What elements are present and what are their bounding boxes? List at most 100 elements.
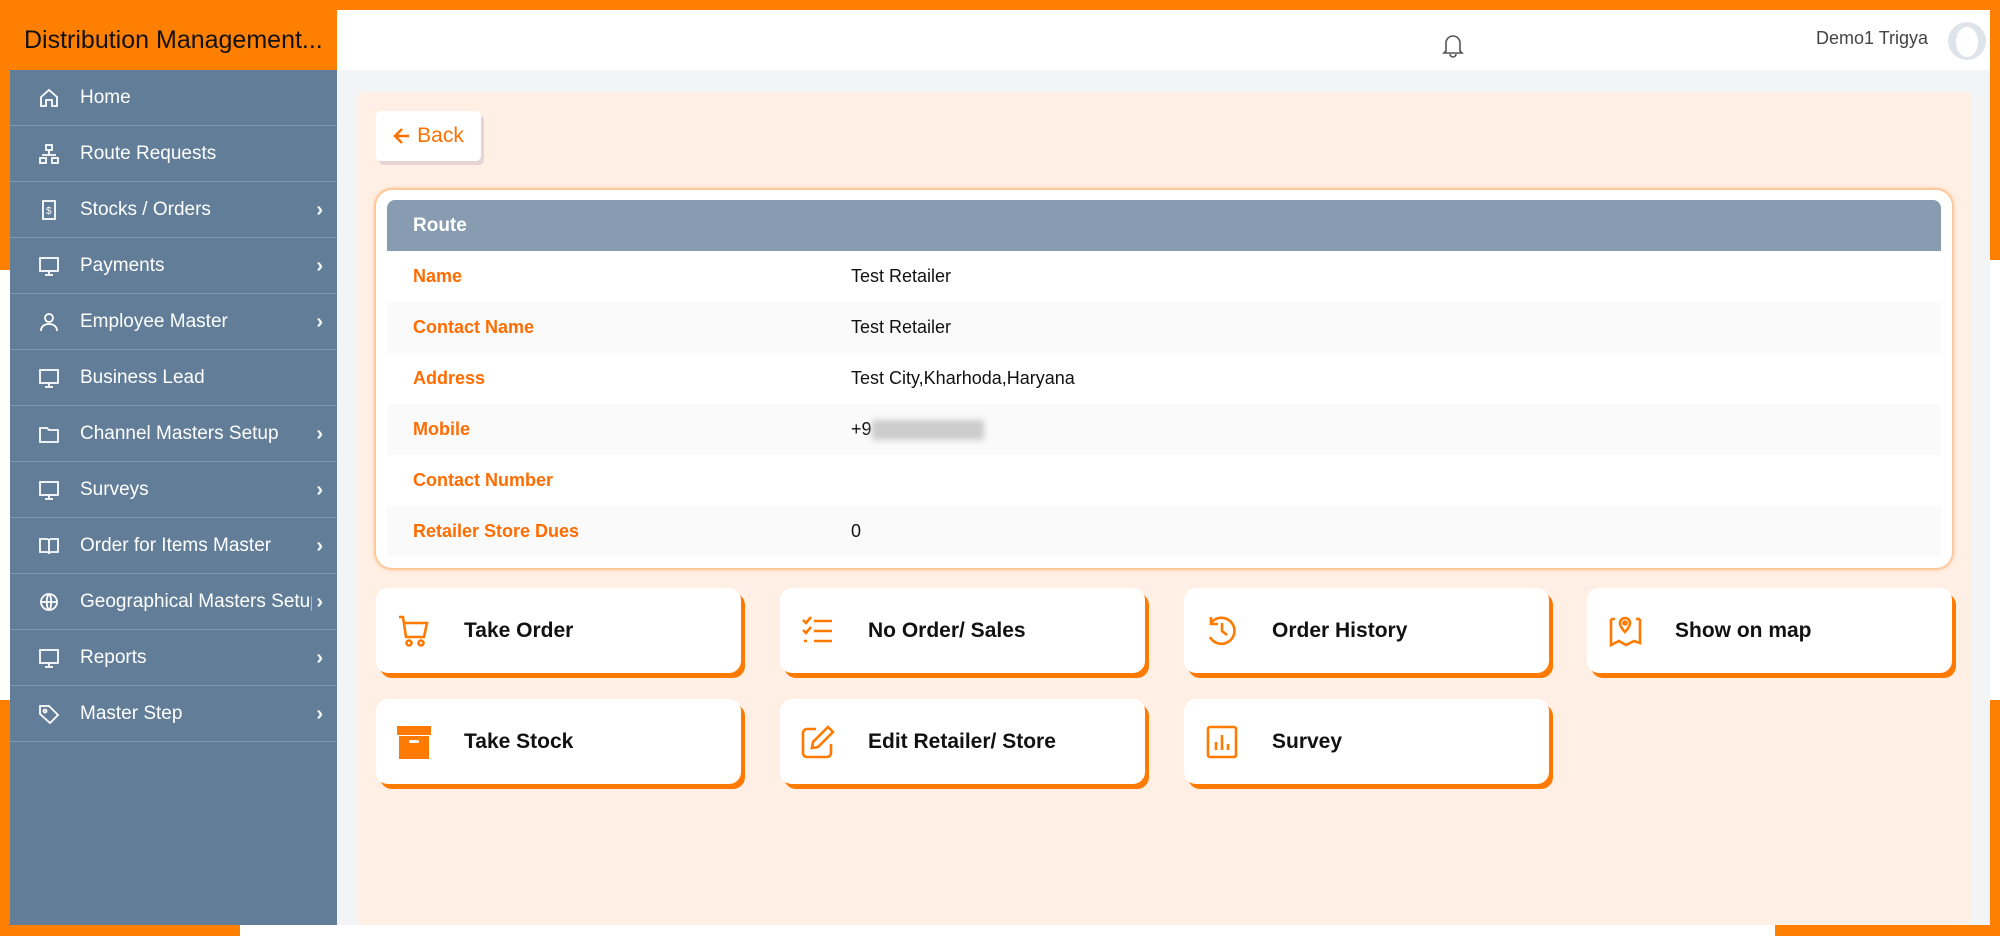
frame-right-top	[1990, 0, 2000, 260]
chevron-right-icon: ›	[316, 535, 323, 557]
employee-icon	[38, 311, 60, 333]
chevron-right-icon: ›	[316, 255, 323, 277]
sitemap-icon	[38, 143, 60, 165]
content-panel: Back Route Name Test Retailer Contact Name…	[357, 92, 1972, 925]
sidebar-item-label: Order for Items Master	[80, 534, 272, 556]
sidebar-item-geographical-masters-setup[interactable]: Geographical Masters Setup ›	[10, 574, 337, 630]
detail-value: Test Retailer	[851, 317, 952, 337]
detail-label: Contact Number	[413, 470, 554, 490]
action-label: Edit Retailer/ Store	[868, 729, 1056, 753]
sidebar: Home Route Requests $ Stocks / Orders › Payme…	[10, 70, 337, 925]
survey-button[interactable]: Survey	[1184, 699, 1549, 784]
detail-label: Name	[413, 266, 463, 286]
detail-row: Name Test Retailer	[387, 251, 1941, 302]
detail-row: Retailer Store Dues 0	[387, 506, 1941, 557]
sidebar-item-master-step[interactable]: Master Step ›	[10, 686, 337, 742]
action-label: Take Order	[464, 618, 574, 642]
action-label: Order History	[1272, 618, 1408, 642]
sidebar-item-label: Reports	[80, 646, 147, 668]
sidebar-item-label: Surveys	[80, 478, 149, 500]
sidebar-item-business-lead[interactable]: Business Lead	[10, 350, 337, 406]
no-order-sales-button[interactable]: No Order/ Sales	[780, 588, 1145, 673]
frame-left-bottom	[0, 700, 10, 936]
frame-bottom-left	[0, 925, 240, 936]
sidebar-item-employee-master[interactable]: Employee Master ›	[10, 294, 337, 350]
sidebar-item-label: Employee Master	[80, 310, 228, 332]
monitor-icon	[38, 255, 60, 277]
svg-text:$: $	[46, 206, 52, 217]
map-icon	[1607, 613, 1643, 649]
detail-label: Contact Name	[413, 317, 535, 337]
chevron-right-icon: ›	[316, 479, 323, 501]
detail-label: Address	[413, 368, 486, 388]
sidebar-item-label: Master Step	[80, 702, 183, 724]
back-label: Back	[417, 124, 464, 147]
home-icon	[38, 87, 60, 109]
chevron-right-icon: ›	[316, 311, 323, 333]
sidebar-item-reports[interactable]: Reports ›	[10, 630, 337, 686]
app-window: Distribution Management... Demo1 Trigya …	[10, 10, 1990, 925]
cart-icon	[396, 613, 432, 649]
sidebar-item-label: Route Requests	[80, 142, 217, 164]
back-button[interactable]: Back	[376, 111, 481, 161]
action-label: Survey	[1272, 729, 1343, 753]
chevron-right-icon: ›	[316, 647, 323, 669]
checklist-icon	[800, 613, 836, 649]
action-label: Show on map	[1675, 618, 1812, 642]
detail-row: Mobile +9	[387, 404, 1941, 455]
detail-label: Retailer Store Dues	[413, 521, 580, 541]
sidebar-item-label: Home	[80, 86, 131, 108]
sidebar-item-surveys[interactable]: Surveys ›	[10, 462, 337, 518]
sidebar-item-label: Geographical Masters Setup	[80, 590, 312, 612]
sidebar-item-payments[interactable]: Payments ›	[10, 238, 337, 294]
book-icon	[38, 535, 60, 557]
user-avatar[interactable]	[1948, 22, 1986, 60]
frame-top	[0, 0, 2000, 10]
take-stock-button[interactable]: Take Stock	[376, 699, 741, 784]
route-card: Route Name Test Retailer Contact Name Test …	[376, 190, 1952, 568]
sidebar-item-home[interactable]: Home	[10, 70, 337, 126]
edit-icon	[800, 724, 836, 760]
frame-bottom-right	[1775, 925, 2000, 936]
bell-icon[interactable]	[1442, 32, 1464, 63]
monitor-icon	[38, 647, 60, 669]
app-title: Distribution Management...	[10, 10, 337, 70]
user-name[interactable]: Demo1 Trigya	[1816, 28, 1929, 48]
action-label: No Order/ Sales	[868, 618, 1026, 642]
chevron-right-icon: ›	[316, 199, 323, 221]
chevron-right-icon: ›	[316, 591, 323, 613]
frame-left-top	[0, 0, 10, 270]
detail-value: 0	[851, 521, 862, 541]
folder-icon	[38, 423, 60, 445]
order-history-button[interactable]: Order History	[1184, 588, 1549, 673]
detail-rows: Name Test Retailer Contact Name Test Retail…	[387, 251, 1941, 557]
frame-right-bottom	[1990, 700, 2000, 936]
detail-value: Test City,Kharhoda,Haryana	[851, 368, 1075, 388]
tag-icon	[38, 703, 60, 725]
archive-box-icon	[396, 724, 432, 760]
sidebar-item-stocks-orders[interactable]: $ Stocks / Orders ›	[10, 182, 337, 238]
sidebar-item-route-requests[interactable]: Route Requests	[10, 126, 337, 182]
detail-label: Mobile	[413, 419, 470, 439]
edit-retailer-store-button[interactable]: Edit Retailer/ Store	[780, 699, 1145, 784]
show-on-map-button[interactable]: Show on map	[1587, 588, 1952, 673]
history-icon	[1204, 613, 1240, 649]
sidebar-item-label: Payments	[80, 254, 165, 276]
monitor-icon	[38, 367, 60, 389]
sidebar-item-channel-masters-setup[interactable]: Channel Masters Setup ›	[10, 406, 337, 462]
detail-row: Address Test City,Kharhoda,Haryana	[387, 353, 1941, 404]
sidebar-item-label: Channel Masters Setup	[80, 422, 279, 444]
chevron-right-icon: ›	[316, 703, 323, 725]
top-bar	[337, 10, 1990, 70]
sidebar-item-order-for-items-master[interactable]: Order for Items Master ›	[10, 518, 337, 574]
chevron-right-icon: ›	[316, 423, 323, 445]
arrow-left-icon	[393, 128, 410, 144]
redacted-number	[871, 419, 984, 440]
action-label: Take Stock	[464, 729, 574, 753]
receipt-icon: $	[38, 199, 60, 221]
monitor-icon	[38, 479, 60, 501]
take-order-button[interactable]: Take Order	[376, 588, 741, 673]
detail-value: +9	[851, 419, 872, 439]
globe-icon	[38, 591, 60, 613]
detail-row: Contact Number	[387, 455, 1941, 506]
